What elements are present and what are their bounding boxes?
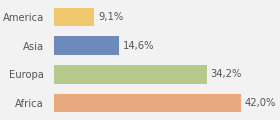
Bar <box>54 65 207 84</box>
Bar <box>54 8 94 26</box>
Text: 14,6%: 14,6% <box>123 41 154 51</box>
Text: 42,0%: 42,0% <box>245 98 276 108</box>
Text: 9,1%: 9,1% <box>98 12 123 22</box>
Text: 34,2%: 34,2% <box>210 69 241 79</box>
Bar <box>54 94 241 112</box>
Bar <box>54 36 119 55</box>
